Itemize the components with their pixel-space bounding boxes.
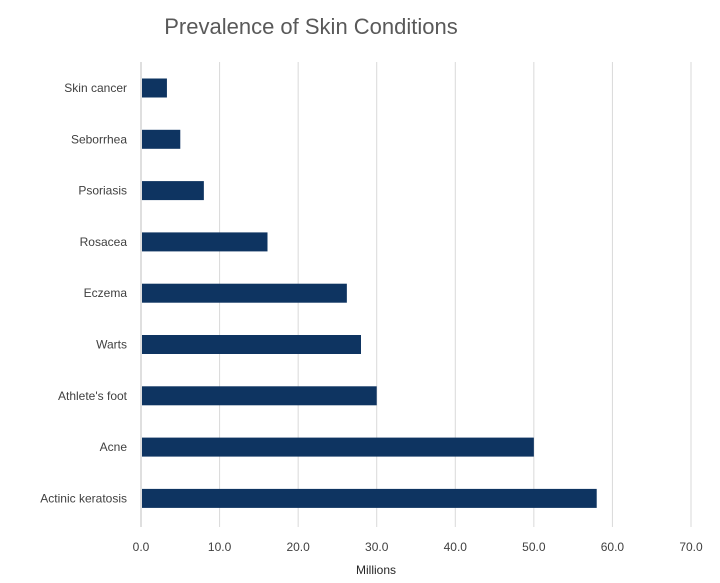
x-tick-label: 20.0 — [286, 540, 310, 554]
category-label: Actinic keratosis — [40, 491, 127, 505]
category-labels: Skin cancer Seborrhea Psoriasis Rosacea Ecze… — [40, 81, 127, 505]
bar — [142, 181, 204, 201]
x-axis-title: Millions — [356, 563, 396, 577]
chart-title: Prevalence of Skin Conditions — [164, 14, 458, 39]
x-tick-labels: 0.0 10.0 20.0 30.0 40.0 50.0 60.0 70.0 — [133, 540, 703, 554]
category-label: Acne — [100, 440, 128, 454]
category-label: Athlete's foot — [58, 389, 128, 403]
x-tick-label: 0.0 — [133, 540, 150, 554]
category-label: Psoriasis — [78, 184, 127, 198]
bar — [142, 437, 534, 457]
bar — [142, 386, 377, 406]
x-tick-label: 60.0 — [601, 540, 625, 554]
x-tick-label: 50.0 — [522, 540, 546, 554]
bar — [142, 129, 181, 149]
bar — [142, 283, 347, 303]
bar — [142, 232, 268, 252]
category-label: Eczema — [84, 286, 128, 300]
category-label: Skin cancer — [64, 81, 127, 95]
bar — [142, 335, 361, 354]
category-label: Seborrhea — [71, 132, 127, 146]
x-tick-label: 10.0 — [208, 540, 232, 554]
bar — [142, 78, 167, 98]
x-tick-label: 70.0 — [679, 540, 703, 554]
bars — [142, 78, 597, 508]
bar — [142, 488, 597, 508]
x-tick-label: 30.0 — [365, 540, 389, 554]
category-label: Rosacea — [80, 235, 128, 249]
x-tick-label: 40.0 — [444, 540, 468, 554]
category-label: Warts — [96, 338, 127, 352]
